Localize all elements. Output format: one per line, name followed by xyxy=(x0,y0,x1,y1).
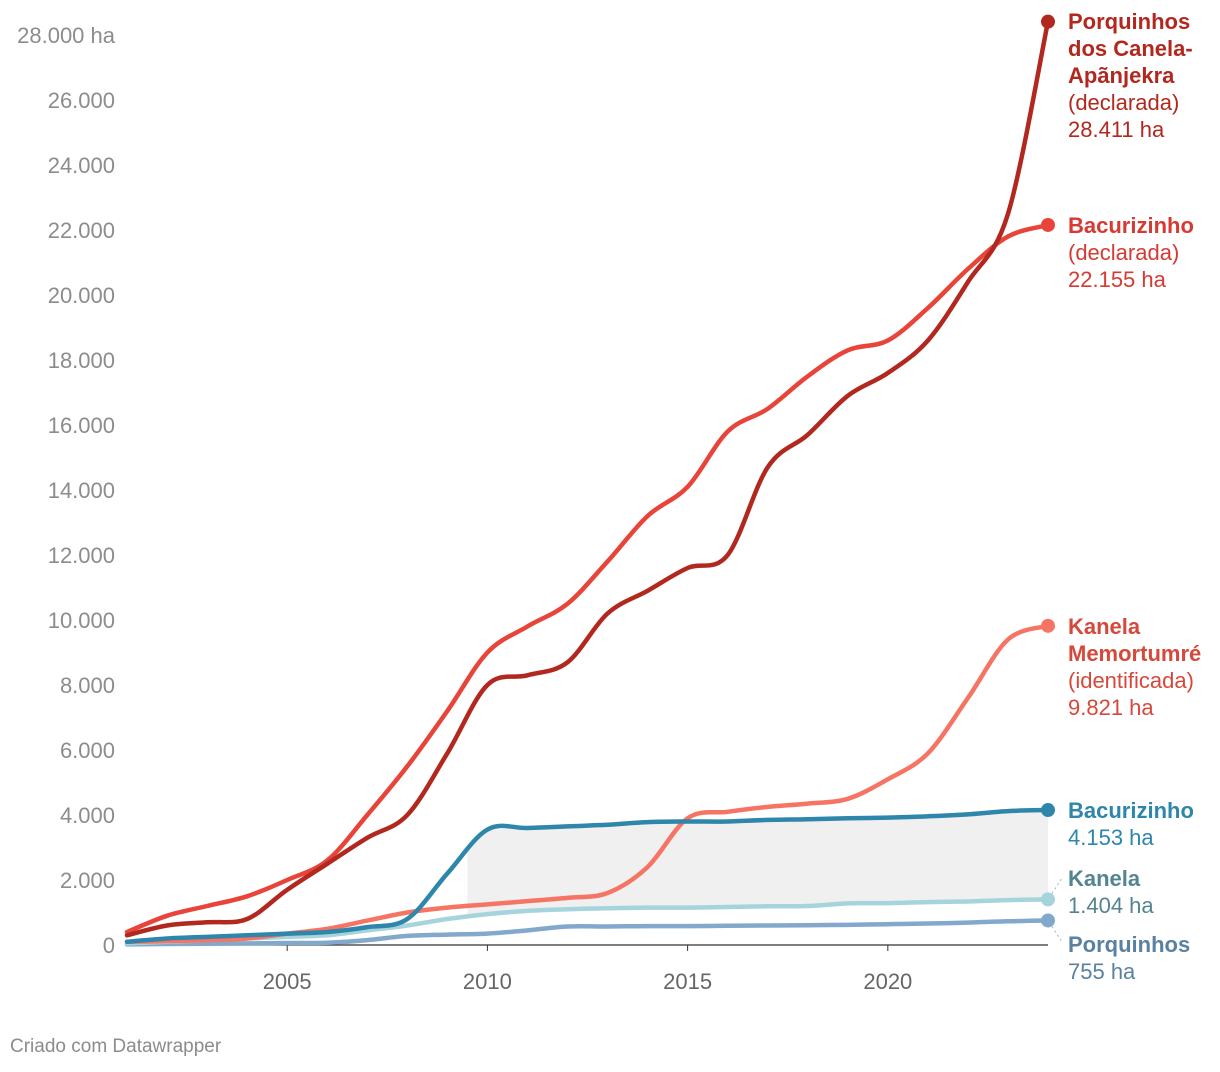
series-name-line: Porquinhos xyxy=(1068,932,1191,957)
y-tick-label: 0 xyxy=(103,933,115,958)
series-status: (identificada) xyxy=(1068,668,1194,693)
series-end-point xyxy=(1041,803,1055,818)
label-kanela: Kanela 1.404 ha xyxy=(1068,865,1154,919)
y-tick-label: 22.000 xyxy=(48,218,115,243)
series-name-line: Kanela xyxy=(1068,614,1141,639)
y-tick-label: 18.000 xyxy=(48,348,115,373)
series-status: (declarada) xyxy=(1068,90,1180,115)
label-kanela-memortumre: Kanela Memortumré (identificada) 9.821 h… xyxy=(1068,613,1201,721)
y-tick-label: 10.000 xyxy=(48,608,115,633)
y-tick-label: 20.000 xyxy=(48,283,115,308)
x-tick-label: 2015 xyxy=(663,969,712,994)
y-tick-label: 24.000 xyxy=(48,153,115,178)
y-tick-label: 26.000 xyxy=(48,88,115,113)
series-end-point xyxy=(1041,892,1055,907)
series-name-line: Memortumré xyxy=(1068,641,1202,666)
y-tick-label: 14.000 xyxy=(48,478,115,503)
y-tick-label: 12.000 xyxy=(48,543,115,568)
series-name-line: Bacurizinho xyxy=(1068,798,1194,823)
series-lines xyxy=(124,14,1063,947)
x-tick-label: 2010 xyxy=(463,969,512,994)
series-line xyxy=(124,222,1051,935)
series-value-label: 22.155 ha xyxy=(1068,267,1166,292)
series-status: (declarada) xyxy=(1068,240,1180,265)
series-name-line: Apãnjekra xyxy=(1068,63,1175,88)
series-line xyxy=(124,807,1051,945)
series-line xyxy=(124,918,1051,947)
series-name-line: Bacurizinho xyxy=(1068,213,1194,238)
credit-text: Criado com Datawrapper xyxy=(10,1036,222,1057)
y-tick-label: 8.000 xyxy=(60,673,115,698)
series-value-label: 4.153 ha xyxy=(1068,825,1154,850)
series-name-line: dos Canela- xyxy=(1068,36,1193,61)
label-connector xyxy=(1051,926,1063,943)
y-tick-label: 2.000 xyxy=(60,868,115,893)
series-end-point xyxy=(1041,913,1055,928)
series-end-point xyxy=(1041,217,1055,232)
label-bacurizinho-declarada: Bacurizinho (declarada) 22.155 ha xyxy=(1068,212,1194,293)
series-value-label: 9.821 ha xyxy=(1068,695,1154,720)
y-axis: 0 2.000 4.000 6.000 8.000 10.000 12.000 14.000 1… xyxy=(17,23,1048,958)
y-tick-label: 28.000 ha xyxy=(17,23,116,48)
label-porquinhos-canela-apanjekra: Porquinhos dos Canela- Apãnjekra (declar… xyxy=(1068,8,1193,143)
y-tick-label: 4.000 xyxy=(60,803,115,828)
y-tick-label: 16.000 xyxy=(48,413,115,438)
label-bacurizinho: Bacurizinho 4.153 ha xyxy=(1068,797,1194,851)
x-axis: 2005 2010 2015 2020 xyxy=(263,945,912,994)
x-tick-label: 2005 xyxy=(263,969,312,994)
series-line xyxy=(124,897,1051,946)
x-tick-label: 2020 xyxy=(863,969,912,994)
series-end-point xyxy=(1041,14,1055,29)
y-tick-label: 6.000 xyxy=(60,738,115,763)
series-value-label: 1.404 ha xyxy=(1068,893,1154,918)
label-porquinhos: Porquinhos 755 ha xyxy=(1068,931,1190,985)
series-name-line: Porquinhos xyxy=(1068,9,1191,34)
series-end-point xyxy=(1041,618,1055,633)
label-connector xyxy=(1051,877,1063,894)
series-name-line: Kanela xyxy=(1068,866,1141,891)
series-value-label: 28.411 ha xyxy=(1068,117,1165,142)
series-value-label: 755 ha xyxy=(1068,959,1136,984)
series-line xyxy=(124,19,1051,938)
